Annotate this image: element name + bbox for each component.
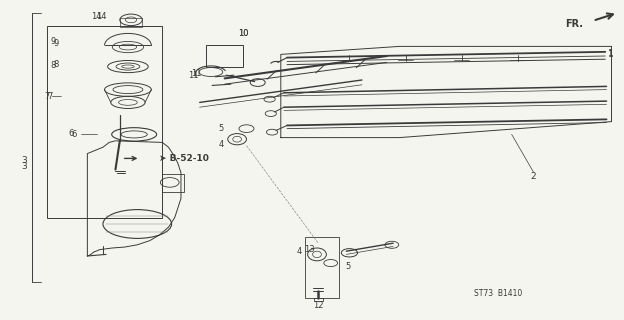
Text: 11: 11	[188, 71, 198, 80]
Text: 10: 10	[238, 29, 248, 38]
Text: 5: 5	[218, 124, 223, 133]
Bar	[206, 45, 243, 67]
Text: ST73  B1410: ST73 B1410	[474, 289, 522, 298]
Text: ➤ B-52-10: ➤ B-52-10	[159, 154, 209, 163]
Text: 7: 7	[47, 92, 52, 100]
Text: 4: 4	[218, 140, 223, 149]
Text: 10: 10	[238, 29, 248, 38]
Text: 1: 1	[608, 49, 614, 58]
Text: FR.: FR.	[565, 19, 583, 29]
Text: 3: 3	[21, 162, 27, 171]
Text: 7: 7	[44, 92, 50, 100]
Text: 12: 12	[313, 301, 323, 310]
Text: 2: 2	[530, 172, 537, 181]
Text: 1: 1	[608, 50, 614, 59]
Text: 14: 14	[97, 12, 107, 20]
Text: 6: 6	[68, 129, 74, 138]
Text: 8: 8	[51, 61, 56, 70]
Bar	[47, 26, 162, 218]
Text: 4: 4	[296, 247, 301, 256]
Text: 9: 9	[51, 37, 56, 46]
Bar	[162, 174, 184, 192]
Text: 3: 3	[21, 156, 27, 164]
Text: 6: 6	[71, 130, 76, 139]
Bar	[120, 18, 142, 27]
Text: 11: 11	[192, 69, 202, 78]
Text: 9: 9	[54, 39, 59, 48]
Text: 5: 5	[345, 262, 350, 271]
Text: 14: 14	[91, 12, 102, 20]
Bar	[305, 237, 339, 298]
Text: 13: 13	[305, 245, 315, 254]
Text: 8: 8	[54, 60, 59, 68]
Bar	[314, 298, 323, 301]
